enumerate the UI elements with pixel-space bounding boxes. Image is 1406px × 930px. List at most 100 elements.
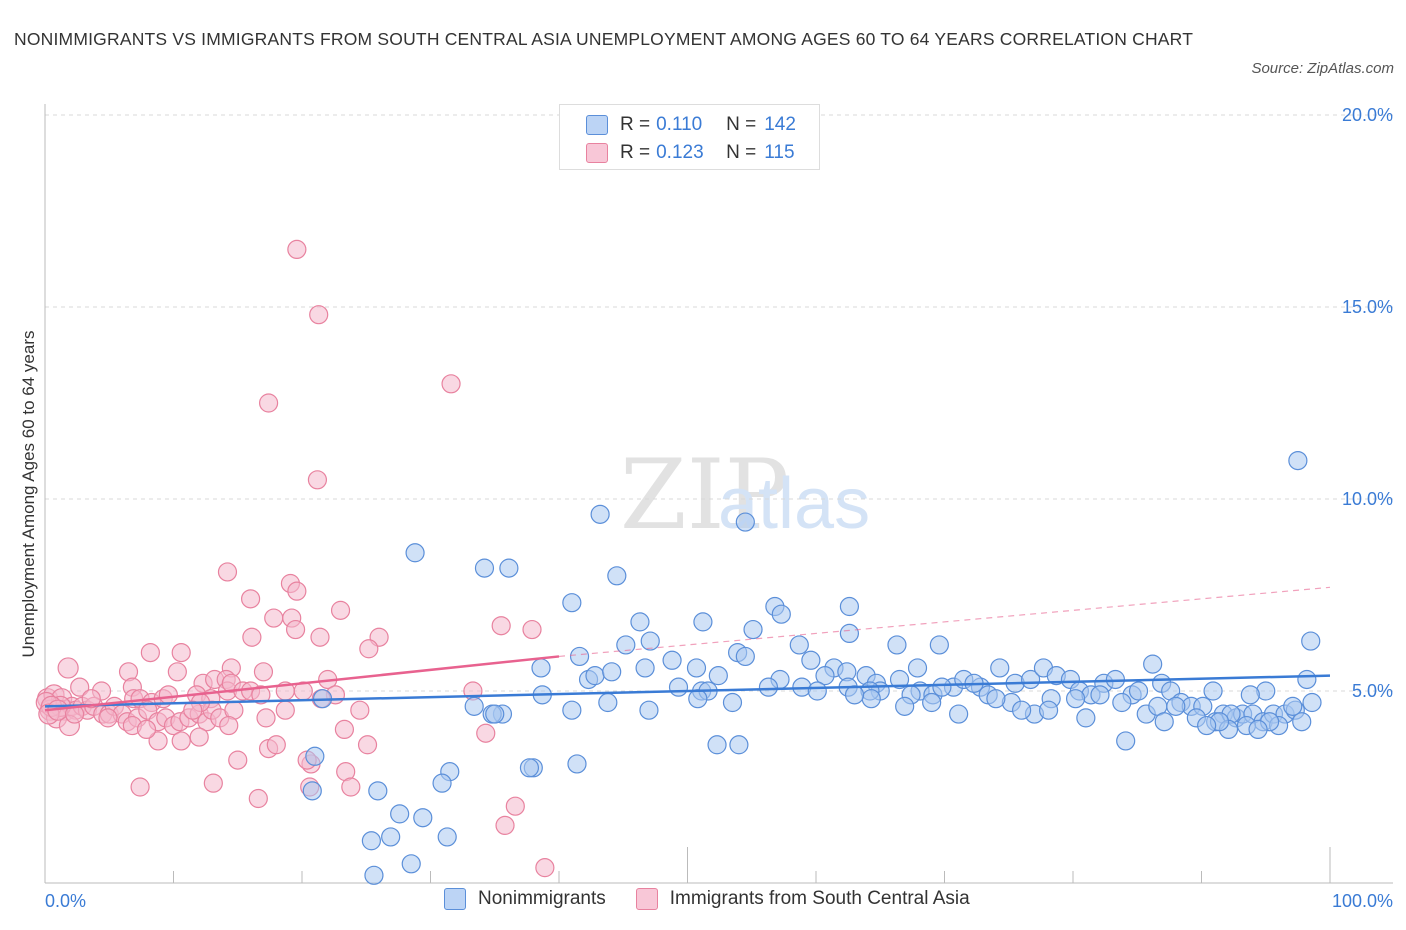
- point-nonimmigrants: [474, 558, 495, 578]
- point-immigrants: [253, 662, 274, 682]
- point-immigrants: [242, 627, 262, 647]
- legend-r-value: 0.110: [656, 114, 703, 135]
- point-immigrants: [140, 642, 160, 663]
- point-immigrants: [217, 562, 238, 582]
- point-nonimmigrants: [729, 735, 749, 755]
- point-immigrants: [535, 858, 555, 878]
- point-immigrants: [495, 815, 515, 836]
- data-points: [35, 239, 1322, 885]
- point-nonimmigrants: [364, 865, 384, 885]
- point-nonimmigrants: [1166, 696, 1186, 716]
- point-nonimmigrants: [1038, 700, 1059, 720]
- series-legend: Nonimmigrants Immigrants from South Cent…: [444, 888, 970, 910]
- point-nonimmigrants: [986, 689, 1006, 709]
- point-nonimmigrants: [1112, 692, 1132, 713]
- point-nonimmigrants: [305, 746, 325, 766]
- point-immigrants: [81, 689, 101, 709]
- y-tick-label: 15.0%: [1342, 297, 1393, 317]
- point-nonimmigrants: [1197, 715, 1217, 736]
- point-nonimmigrants: [686, 658, 707, 678]
- point-nonimmigrants: [640, 631, 660, 651]
- legend-label-nonimmigrants: Nonimmigrants: [478, 888, 606, 909]
- point-immigrants: [57, 657, 79, 679]
- point-immigrants: [70, 677, 90, 697]
- y-tick-labels: 5.0% 10.0% 15.0% 20.0%: [1342, 105, 1393, 701]
- point-immigrants: [441, 374, 461, 394]
- point-immigrants: [357, 735, 378, 755]
- point-nonimmigrants: [907, 658, 928, 678]
- point-immigrants: [183, 700, 203, 720]
- point-nonimmigrants: [485, 704, 505, 724]
- point-immigrants: [219, 715, 239, 736]
- watermark-atlas: atlas: [718, 464, 870, 544]
- point-nonimmigrants: [464, 696, 484, 716]
- point-nonimmigrants: [839, 596, 860, 617]
- point-nonimmigrants: [607, 566, 627, 586]
- point-nonimmigrants: [1248, 719, 1268, 740]
- legend-swatch-blue: [586, 115, 608, 135]
- point-immigrants: [266, 735, 286, 755]
- point-nonimmigrants: [562, 700, 582, 720]
- point-nonimmigrants: [990, 658, 1010, 678]
- point-nonimmigrants: [1288, 451, 1308, 471]
- point-immigrants: [248, 788, 268, 809]
- point-immigrants: [285, 619, 306, 640]
- point-nonimmigrants: [735, 646, 755, 667]
- point-nonimmigrants: [693, 612, 713, 632]
- point-nonimmigrants: [302, 781, 322, 801]
- trend-line-immigrants-extended: [558, 586, 1331, 658]
- point-nonimmigrants: [688, 689, 708, 709]
- point-nonimmigrants: [789, 635, 809, 655]
- point-immigrants: [330, 600, 351, 620]
- point-nonimmigrants: [567, 754, 587, 774]
- watermark-zip: ZIP: [620, 439, 789, 551]
- point-nonimmigrants: [585, 666, 605, 686]
- trend-line-immigrants: [44, 655, 560, 712]
- point-nonimmigrants: [361, 831, 381, 851]
- point-immigrants: [359, 639, 379, 659]
- point-nonimmigrants: [368, 781, 388, 801]
- legend-n-value: 142: [764, 114, 796, 135]
- point-nonimmigrants: [895, 696, 915, 716]
- point-immigrants: [522, 619, 542, 640]
- point-immigrants: [158, 685, 178, 705]
- point-nonimmigrants: [413, 808, 433, 828]
- trend-lines: [44, 586, 1331, 712]
- point-immigrants: [189, 727, 209, 747]
- legend-swatch-pink: [586, 143, 608, 163]
- point-nonimmigrants: [1011, 700, 1032, 720]
- y-axis-label: Unemployment Among Ages 60 to 64 years: [19, 331, 38, 658]
- point-nonimmigrants: [801, 650, 821, 670]
- point-nonimmigrants: [602, 662, 622, 682]
- point-nonimmigrants: [1301, 631, 1321, 651]
- point-nonimmigrants: [844, 685, 865, 705]
- point-nonimmigrants: [1154, 712, 1174, 732]
- point-nonimmigrants: [1116, 731, 1136, 751]
- point-immigrants: [251, 685, 271, 705]
- point-nonimmigrants: [708, 666, 728, 686]
- point-nonimmigrants: [390, 804, 410, 824]
- point-nonimmigrants: [1128, 681, 1149, 701]
- point-nonimmigrants: [758, 677, 779, 697]
- point-nonimmigrants: [839, 623, 860, 644]
- point-nonimmigrants: [499, 558, 519, 578]
- point-nonimmigrants: [735, 512, 755, 532]
- x-tick-label-left: 0.0%: [45, 891, 86, 911]
- legend-r-value: 0.123: [656, 142, 704, 163]
- point-immigrants: [258, 393, 279, 413]
- point-immigrants: [264, 608, 284, 628]
- point-nonimmigrants: [630, 612, 650, 632]
- point-nonimmigrants: [569, 646, 590, 667]
- point-nonimmigrants: [949, 704, 969, 724]
- point-nonimmigrants: [437, 827, 457, 847]
- point-nonimmigrants: [771, 604, 791, 624]
- legend-n-label: N =: [726, 114, 757, 135]
- point-nonimmigrants: [616, 635, 636, 655]
- point-immigrants: [130, 777, 150, 797]
- point-nonimmigrants: [1090, 685, 1110, 705]
- point-immigrants: [98, 708, 118, 728]
- point-nonimmigrants: [1203, 681, 1223, 701]
- point-nonimmigrants: [405, 543, 425, 563]
- point-immigrants: [241, 589, 261, 609]
